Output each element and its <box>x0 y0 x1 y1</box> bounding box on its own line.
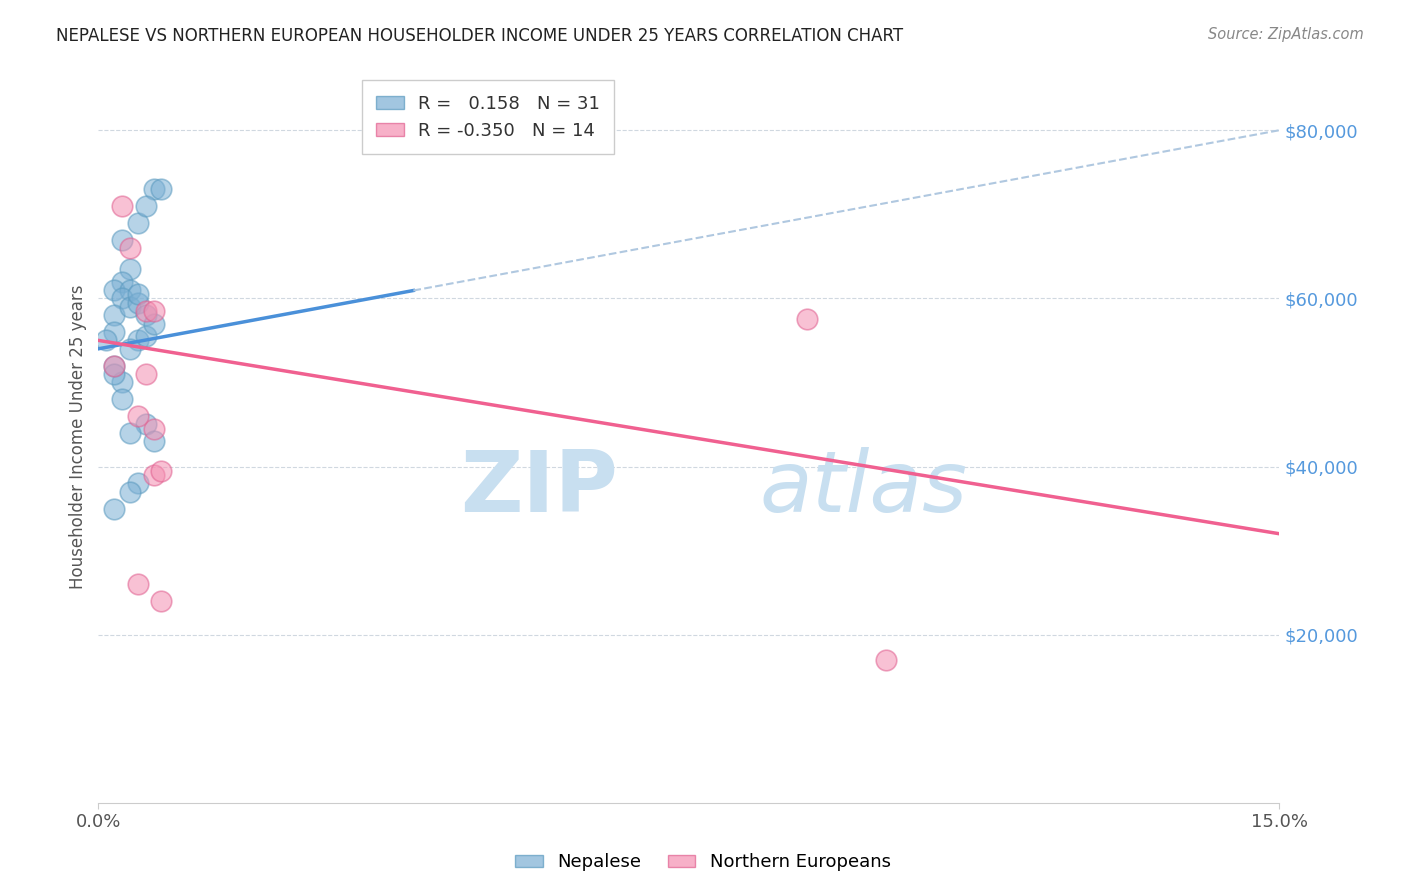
Point <box>103 308 125 322</box>
Point <box>127 476 149 491</box>
Point <box>142 422 165 436</box>
Point <box>111 291 134 305</box>
Point <box>875 653 897 667</box>
Point <box>135 367 157 381</box>
Y-axis label: Householder Income Under 25 years: Householder Income Under 25 years <box>69 285 87 590</box>
Point <box>142 467 165 482</box>
Point <box>118 300 141 314</box>
Point <box>111 199 134 213</box>
Point <box>127 295 149 310</box>
Point <box>142 304 165 318</box>
Point <box>796 312 818 326</box>
Text: atlas: atlas <box>759 447 967 530</box>
Point <box>118 484 141 499</box>
Legend: Nepalese, Northern Europeans: Nepalese, Northern Europeans <box>508 847 898 879</box>
Point <box>118 425 141 440</box>
Point <box>127 577 149 591</box>
Point <box>103 367 125 381</box>
Point <box>127 409 149 423</box>
Point <box>142 317 165 331</box>
Legend: R =   0.158   N = 31, R = -0.350   N = 14: R = 0.158 N = 31, R = -0.350 N = 14 <box>361 80 614 154</box>
Text: Source: ZipAtlas.com: Source: ZipAtlas.com <box>1208 27 1364 42</box>
Point <box>142 434 165 449</box>
Point <box>118 283 141 297</box>
Point <box>135 417 157 432</box>
Point <box>118 342 141 356</box>
Point <box>135 199 157 213</box>
Point <box>150 594 173 608</box>
Point <box>111 233 134 247</box>
Point <box>127 287 149 301</box>
Point <box>118 241 141 255</box>
Point <box>142 182 165 196</box>
Point <box>103 325 125 339</box>
Point <box>127 334 149 348</box>
Point <box>103 283 125 297</box>
Point <box>118 261 141 276</box>
Point <box>150 182 173 196</box>
Point <box>103 359 125 373</box>
Point <box>111 392 134 407</box>
Point <box>111 376 134 390</box>
Point <box>103 359 125 373</box>
Point <box>135 329 157 343</box>
Point <box>111 275 134 289</box>
Text: NEPALESE VS NORTHERN EUROPEAN HOUSEHOLDER INCOME UNDER 25 YEARS CORRELATION CHAR: NEPALESE VS NORTHERN EUROPEAN HOUSEHOLDE… <box>56 27 904 45</box>
Point <box>103 501 125 516</box>
Point <box>135 304 157 318</box>
Point <box>135 308 157 322</box>
Point <box>150 464 173 478</box>
Text: ZIP: ZIP <box>460 447 619 530</box>
Point <box>127 216 149 230</box>
Point <box>96 334 118 348</box>
